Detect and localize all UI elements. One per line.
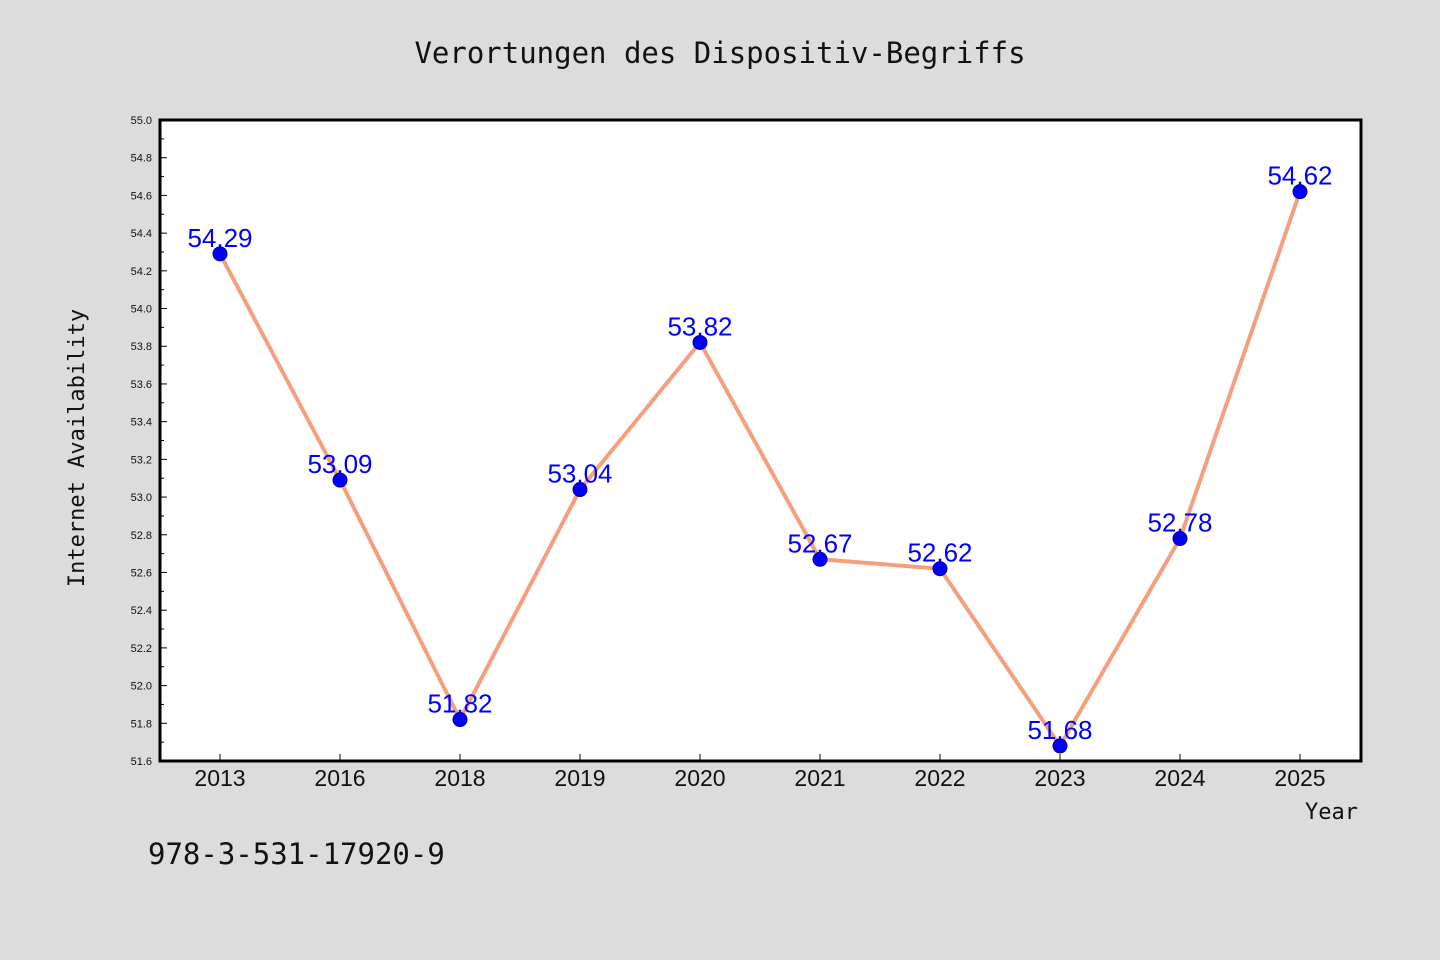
x-tick-label: 2021	[794, 765, 845, 791]
x-tick-label: 2022	[914, 765, 965, 791]
data-label: 54.62	[1267, 161, 1332, 191]
data-point	[692, 334, 708, 350]
y-tick-label: 54.4	[131, 228, 152, 240]
x-tick-label: 2025	[1274, 765, 1325, 791]
data-point	[332, 472, 348, 488]
x-tick-label: 2019	[554, 765, 605, 791]
data-label: 52.67	[787, 528, 852, 558]
y-tick-label: 54.6	[131, 190, 152, 202]
y-tick-label: 53.2	[131, 454, 152, 466]
y-tick-label: 51.6	[131, 756, 152, 768]
data-point	[812, 551, 828, 567]
y-axis-title: Internet Availability	[65, 309, 90, 587]
x-tick-label: 2020	[674, 765, 725, 791]
plot-area	[158, 118, 1363, 763]
y-tick-label: 53.0	[131, 492, 152, 504]
y-tick-label: 55.0	[131, 115, 152, 127]
data-point	[1292, 184, 1308, 200]
y-tick-label: 54.2	[131, 266, 152, 278]
data-points	[212, 184, 1308, 754]
x-tick-label: 2013	[194, 765, 245, 791]
isbn-footer: 978-3-531-17920-9	[148, 837, 445, 871]
data-labels: 54.29 53.09 51.82 53.04 53.82 52.67 52.62 51.68…	[187, 161, 1332, 745]
y-tick-label: 54.0	[131, 304, 152, 316]
y-tick-label: 52.8	[131, 530, 152, 542]
data-label: 51.68	[1027, 715, 1092, 745]
y-tick-label: 52.0	[131, 681, 152, 693]
data-label: 53.04	[547, 459, 612, 489]
y-tick-label: 52.4	[131, 605, 152, 617]
y-axis: 51.6 51.8 52.0 52.2 52.4 52.6 52.8 53.0 53.2 53.4…	[131, 115, 167, 768]
x-tick-label: 2024	[1154, 765, 1205, 791]
data-label: 52.62	[907, 538, 972, 568]
x-tick-label: 2016	[314, 765, 365, 791]
y-tick-label: 54.8	[131, 153, 152, 165]
data-point	[572, 482, 588, 498]
chart-title: Verortungen des Dispositiv-Begriffs	[414, 36, 1025, 70]
y-tick-label: 53.8	[131, 341, 152, 353]
data-label: 53.82	[667, 311, 732, 341]
data-point	[212, 246, 228, 262]
x-axis-title: Year	[1305, 800, 1358, 825]
x-tick-label: 2018	[434, 765, 485, 791]
y-tick-label: 53.6	[131, 379, 152, 391]
series-line-group	[218, 190, 1302, 748]
data-point	[1052, 738, 1068, 754]
data-label: 51.82	[427, 689, 492, 719]
series-line	[218, 190, 1302, 748]
data-point	[1172, 531, 1188, 547]
y-tick-label: 52.2	[131, 643, 152, 655]
data-label: 52.78	[1147, 508, 1212, 538]
data-label: 54.29	[187, 223, 252, 253]
data-label: 53.09	[307, 449, 372, 479]
data-point	[932, 561, 948, 577]
y-tick-label: 52.6	[131, 567, 152, 579]
data-point	[452, 712, 468, 728]
y-tick-label: 51.8	[131, 718, 152, 730]
x-tick-label: 2023	[1034, 765, 1085, 791]
x-axis: 2013 2016 2018 2019 2020 2021 2022 2023 2024 2025	[194, 754, 1326, 791]
y-tick-label: 53.4	[131, 417, 152, 429]
